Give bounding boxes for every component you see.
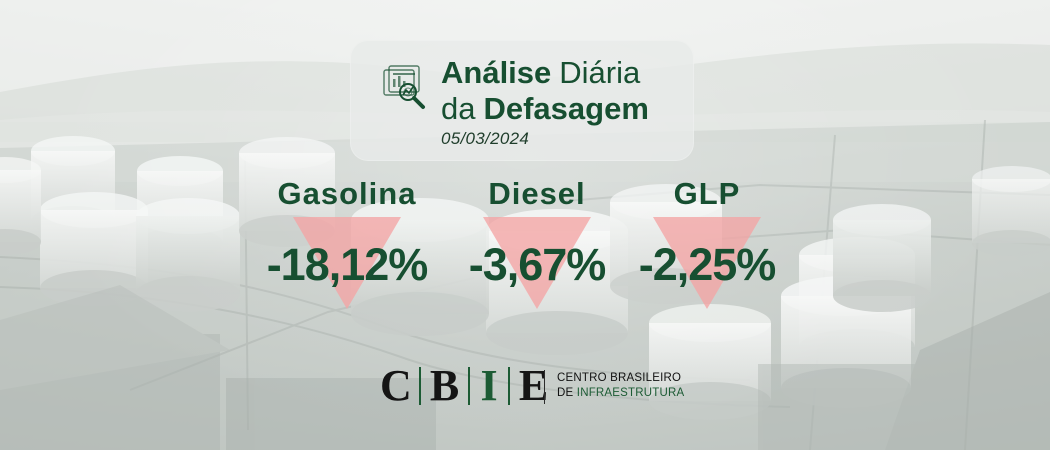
lpg-change-value: -2,25% bbox=[638, 239, 777, 290]
cbie-logo: C B I E bbox=[380, 364, 549, 408]
title-line-top: Análise Diária bbox=[441, 55, 649, 89]
fuel-name-diesel: Diesel bbox=[488, 176, 586, 211]
logo-letter-b: B bbox=[429, 361, 460, 410]
institution-name-line-1: CENTRO BRASILEIRO bbox=[557, 372, 682, 384]
title-card: Análise Diária da Defasagem 05/03/2024 bbox=[350, 40, 694, 161]
tank-cluster-right bbox=[649, 166, 1050, 420]
report-date: 05/03/2024 bbox=[441, 129, 530, 148]
institution-name: CENTRO BRASILEIRO DE INFRAESTRUTURA bbox=[557, 371, 684, 401]
logo-letter-c: C bbox=[380, 361, 412, 410]
title-word-analysis: Análise bbox=[441, 54, 552, 90]
title-word-of: da bbox=[441, 90, 476, 126]
title-line-bottom: da Defasagem bbox=[441, 91, 649, 125]
report-title: Análise Diária da Defasagem bbox=[441, 55, 649, 125]
title-word-daily: Diária bbox=[559, 54, 641, 90]
fuel-name-gasoline: Gasolina bbox=[277, 176, 417, 211]
logo-letter-e: E bbox=[518, 361, 549, 410]
logo-separator bbox=[419, 367, 421, 405]
down-triangle-icon bbox=[483, 217, 591, 309]
logo-letter-i: I bbox=[480, 361, 498, 410]
logo-separator bbox=[508, 367, 510, 405]
title-word-gap: Defasagem bbox=[483, 90, 649, 126]
logo-separator bbox=[468, 367, 470, 405]
institution-name-line-2: DE INFRAESTRUTURA bbox=[557, 386, 684, 401]
down-triangle-icon bbox=[653, 217, 761, 309]
foreground-industrial-details bbox=[0, 285, 1050, 450]
metric-gasoline: Gasolina -18,12% bbox=[262, 175, 432, 315]
cbie-brand: C B I E CENTRO BRASILEIRO DE INFRAESTRUT… bbox=[380, 360, 684, 410]
institution-name-prefix: DE bbox=[557, 387, 574, 399]
metric-diesel: Diesel -3,67% bbox=[452, 175, 622, 315]
brand-divider bbox=[544, 370, 545, 404]
down-triangle-icon bbox=[293, 217, 401, 309]
diesel-change-value: -3,67% bbox=[468, 239, 607, 290]
institution-name-accent: INFRAESTRUTURA bbox=[576, 387, 685, 399]
fuel-name-lpg: GLP bbox=[673, 176, 741, 211]
analytics-report-icon bbox=[383, 65, 425, 109]
gasoline-change-value: -18,12% bbox=[266, 239, 429, 290]
metric-lpg: GLP -2,25% bbox=[622, 175, 792, 315]
tank-cluster-left bbox=[0, 136, 240, 312]
